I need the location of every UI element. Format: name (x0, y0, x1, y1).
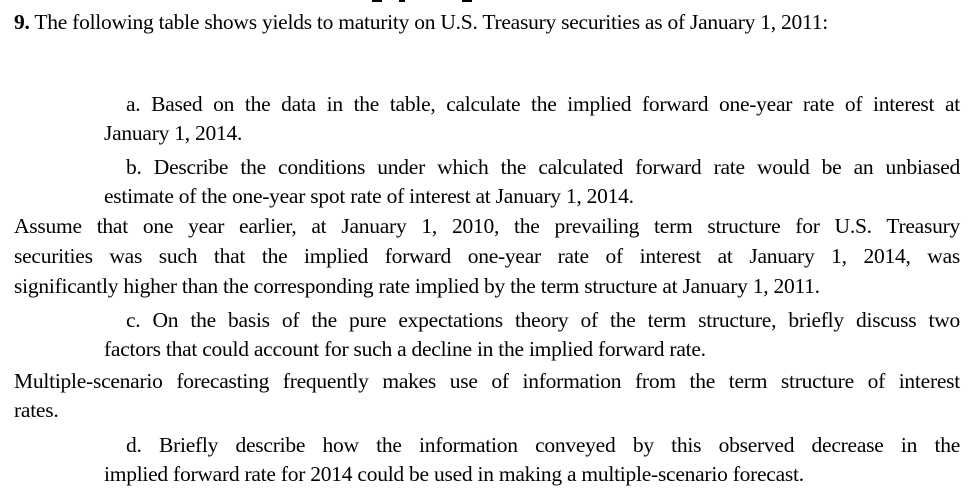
part-c-line-1: c. On the basis of the pure expectations… (126, 308, 960, 332)
assumption-line-2: securities was such that the implied for… (14, 244, 960, 268)
part-b-line-2: estimate of the one-year spot rate of in… (104, 184, 634, 208)
cropped-top-line-fragments (0, 0, 978, 6)
scenario-line-2: rates. (14, 398, 59, 422)
question-heading: 9. The following table shows yields to m… (14, 9, 828, 35)
part-a-line-2: January 1, 2014. (104, 121, 243, 145)
text-fragment-mark (462, 0, 472, 2)
assumption-line-1: Assume that one year earlier, at January… (14, 214, 960, 238)
assumption-line-3: significantly higher than the correspond… (14, 274, 820, 298)
question-number: 9. (14, 10, 30, 34)
part-c-line-2: factors that could account for such a de… (104, 337, 706, 361)
part-d-line-1: d. Briefly describe how the information … (126, 433, 960, 457)
part-a-line-1: a. Based on the data in the table, calcu… (126, 92, 960, 116)
text-fragment-mark (399, 0, 405, 2)
scenario-line-1: Multiple-scenario forecasting frequently… (14, 369, 960, 393)
text-fragment-mark (372, 0, 382, 2)
part-d-line-2: implied forward rate for 2014 could be u… (104, 462, 804, 486)
part-b-line-1: b. Describe the conditions under which t… (126, 155, 960, 179)
question-intro: The following table shows yields to matu… (34, 10, 828, 34)
